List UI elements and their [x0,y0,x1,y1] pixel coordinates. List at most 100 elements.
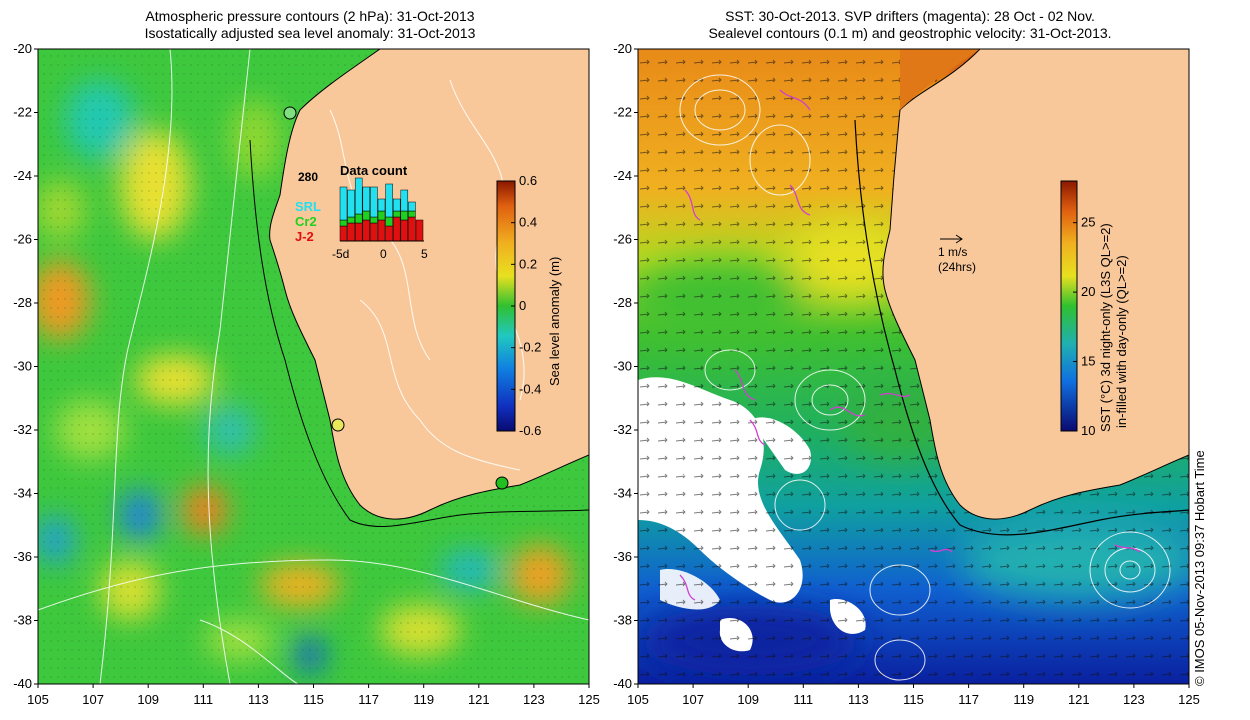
data-count-bar-j2 [362,219,371,242]
right-lon-axis: 105 107 109 111 113 115 117 119 121 123 125 [627,684,1200,707]
imos-credit: © IMOS 05-Nov-2013 09:37 Hobart Time [1192,450,1207,686]
lon-tick-label: 107 [82,692,104,707]
tide-gauge-north [283,106,297,120]
lat-tick-label: -26 [613,232,632,247]
data-count-bar-j2 [377,219,386,242]
lat-tick-label: -34 [613,486,632,501]
lat-tick-label: -22 [613,105,632,120]
lon-tick-label: 121 [468,692,490,707]
lon-tick-label: 123 [1123,692,1145,707]
left-title-line2: Isostatically adjusted sea level anomaly… [144,25,476,41]
svp-drifter-tracks [679,89,1141,601]
data-count-bar-srl [377,198,386,212]
data-count-bar-j2 [408,216,416,242]
colorbar-tick-label: 0.4 [519,215,537,230]
data-count-bar-srl [370,186,378,218]
sla-colorbar-label: Sea level anomaly (m) [547,256,562,386]
left-lon-axis: 105 107 109 111 113 115 117 119 121 123 125 [27,684,600,707]
tide-gauge-south [495,476,509,490]
lon-tick-label: 119 [413,692,434,707]
lat-tick-label: -40 [613,676,632,691]
lon-tick-label: 115 [303,692,324,707]
data-count-bar-j2 [347,222,355,242]
lon-tick-label: 111 [193,692,213,707]
lon-tick-label: 123 [523,692,545,707]
lon-tick-label: 125 [578,692,600,707]
velocity-scale-sub: (24hrs) [938,260,976,274]
lat-tick-label: -26 [13,232,32,247]
sla-field [38,49,589,684]
data-count-inset: Data count 280 -5d 0 5 SRL Cr2 J-2 [295,163,428,261]
sst-field [638,49,1189,684]
lon-tick-label: 113 [248,692,269,707]
colorbar-tick-label: -0.4 [519,381,541,396]
tide-gauge-fremantle [331,418,345,432]
data-count-bar-cr2 [400,210,409,221]
lat-tick-label: -36 [13,549,32,564]
velocity-scale: 1 m/s (24hrs) [938,234,976,274]
colorbar-tick-label: 0.6 [519,173,537,188]
right-title-line1: SST: 30-Oct-2013. SVP drifters (magenta)… [725,8,1095,24]
data-count-bar-srl [392,198,401,212]
data-count-bar-srl [408,201,416,212]
colorbar-tick-label: 10 [1081,423,1095,438]
coastline-right [882,49,1189,520]
lat-tick-label: -24 [613,168,632,183]
lat-tick-label: -32 [613,422,632,437]
data-count-bar-cr2 [362,210,371,221]
right-lat-axis: -20 -22 -24 -26 -28 -30 -32 -34 -36 -38 -40 [613,41,638,691]
lon-tick-label: 109 [137,692,159,707]
data-count-bar-j2 [370,222,378,242]
lat-tick-label: -24 [13,168,32,183]
lat-tick-label: -30 [13,359,32,374]
lon-tick-label: 107 [682,692,704,707]
colorbar-tick-label: -0.2 [519,340,541,355]
colorbar-tick-label: 0.2 [519,256,537,271]
legend-srl: SRL [295,199,321,214]
lon-tick-label: 105 [27,692,49,707]
lat-tick-label: -34 [13,486,32,501]
colorbar-tick-label: 0 [519,298,526,313]
data-count-bar-srl [385,183,393,218]
lat-tick-label: -20 [613,41,632,56]
lon-tick-label: 105 [627,692,649,707]
left-lat-axis: -20 -22 -24 -26 -28 -30 -32 -34 -36 -38 -40 [13,41,38,691]
data-count-bar-j2 [415,219,424,242]
lat-tick-label: -36 [613,549,632,564]
data-count-bar-cr2 [347,216,355,224]
lat-tick-label: -28 [613,295,632,310]
data-count-bar-j2 [339,225,348,242]
lat-tick-label: -32 [13,422,32,437]
data-count-title: Data count [340,163,408,178]
data-count-bar-j2 [392,216,401,242]
data-count-bar-cr2 [392,210,401,218]
dc-xtick-neg5: -5d [332,247,349,261]
sla-colorbar: 0.6 0.4 0.2 0 -0.2 -0.4 -0.6 [496,173,541,438]
lat-tick-label: -28 [13,295,32,310]
left-title-line1: Atmospheric pressure contours (2 hPa): 3… [145,8,475,24]
data-count-bar-srl [400,189,409,212]
data-count-bar-srl [347,189,355,218]
data-count-bar-j2 [385,225,393,242]
lat-tick-label: -40 [13,676,32,691]
data-count-max: 280 [298,170,318,184]
right-map: -20 -22 -24 -26 -28 -30 -32 -34 -36 -38 -40 105 107… [613,41,1200,707]
lon-tick-label: 121 [1068,692,1090,707]
sst-colorbar-label-1: SST (°C) 3d night-only (L3S QL>=2) [1098,223,1113,432]
left-map: -20 -22 -24 -26 -28 -30 -32 -34 -36 -38 -40 105 107… [13,41,600,707]
data-count-bar-cr2 [385,216,393,227]
lon-tick-label: 125 [1178,692,1200,707]
dc-xtick-5: 5 [421,247,428,261]
colorbar-tick-label: 25 [1081,215,1095,230]
lon-tick-label: 113 [848,692,869,707]
sst-colorbar-label-2: in-filled with day-only (QL>=2) [1114,255,1129,428]
lon-tick-label: 115 [903,692,924,707]
lon-tick-label: 109 [737,692,759,707]
lat-tick-label: -38 [613,613,632,628]
right-map-title: SST: 30-Oct-2013. SVP drifters (magenta)… [630,8,1190,42]
lat-tick-label: -20 [13,41,32,56]
data-count-bar-srl [339,186,348,221]
data-count-bars [339,177,424,242]
data-count-bar-cr2 [377,210,386,221]
data-count-bar-j2 [354,222,363,242]
